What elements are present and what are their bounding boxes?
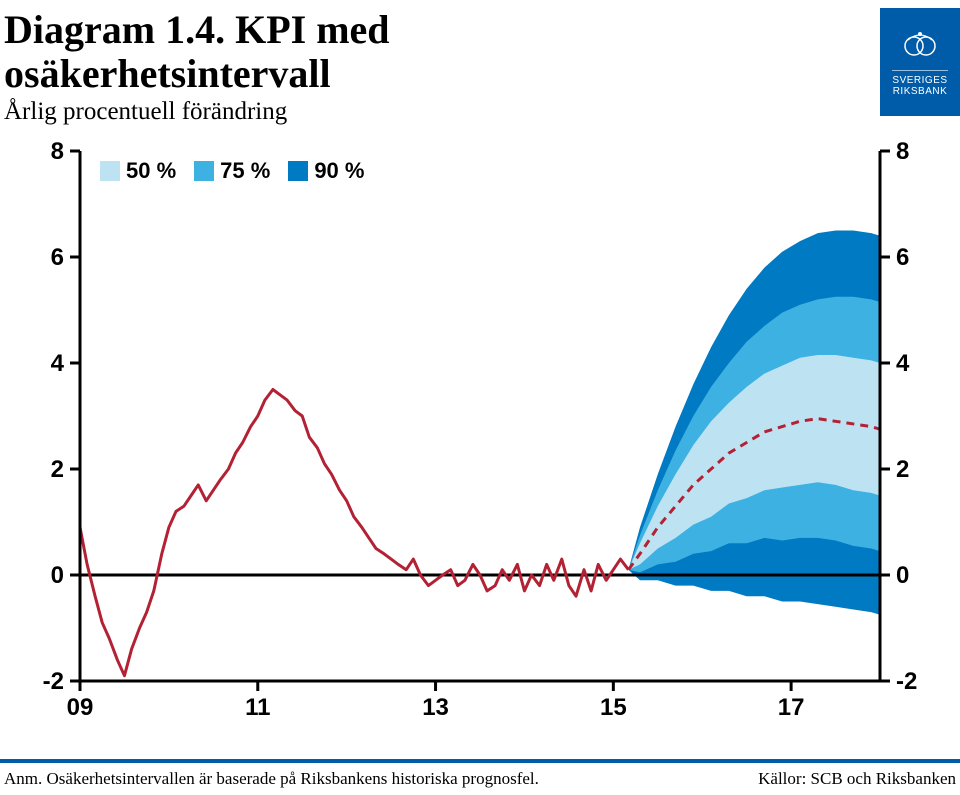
- ytick-label: -2: [896, 668, 917, 695]
- xtick-label: 13: [422, 694, 449, 721]
- logo-text-2: RIKSBANK: [893, 86, 948, 97]
- ytick-label: 0: [896, 562, 909, 589]
- legend-swatch: [194, 161, 214, 181]
- source: Källor: SCB och Riksbanken: [758, 769, 956, 789]
- legend-label: 75 %: [220, 158, 270, 184]
- chart-canvas: -2 -2 0 0 2 2 4 4 6 6 8 8 09 11 13 15 17 50 % 75 % 90 %: [30, 136, 930, 726]
- ytick-label: 4: [896, 350, 910, 377]
- chart-subtitle: Årlig procentuell förändring: [4, 98, 390, 126]
- legend-swatch: [100, 161, 120, 181]
- title-block: Diagram 1.4. KPI med osäkerhetsintervall…: [4, 8, 390, 126]
- ytick-label: 8: [896, 138, 909, 165]
- legend-swatch: [288, 161, 308, 181]
- crest-icon: [902, 28, 938, 64]
- xtick-label: 17: [778, 694, 805, 721]
- legend-item: 50 %: [100, 158, 176, 184]
- ytick-label: 6: [896, 244, 909, 271]
- legend-label: 50 %: [126, 158, 176, 184]
- legend-item: 75 %: [194, 158, 270, 184]
- ytick-label: 4: [51, 350, 65, 377]
- xtick-label: 11: [245, 694, 270, 721]
- xtick-label: 15: [600, 694, 627, 721]
- footnote: Anm. Osäkerhetsintervallen är baserade p…: [4, 769, 539, 789]
- footer-bar: Anm. Osäkerhetsintervallen är baserade p…: [0, 759, 960, 789]
- logo-text-1: SVERIGES: [892, 75, 947, 86]
- ytick-label: 0: [51, 562, 64, 589]
- ytick-label: 2: [51, 456, 64, 483]
- legend-label: 90 %: [314, 158, 364, 184]
- ytick-label: -2: [43, 668, 64, 695]
- ytick-label: 8: [51, 138, 64, 165]
- riksbank-logo: SVERIGES RIKSBANK: [880, 8, 960, 116]
- chart-title-line2: osäkerhetsintervall: [4, 52, 390, 96]
- ytick-label: 2: [896, 456, 909, 483]
- chart-legend: 50 % 75 % 90 %: [100, 158, 364, 184]
- historical-line: [80, 390, 628, 676]
- legend-item: 90 %: [288, 158, 364, 184]
- ytick-label: 6: [51, 244, 64, 271]
- chart-title-line1: Diagram 1.4. KPI med: [4, 8, 390, 52]
- xtick-label: 09: [67, 694, 94, 721]
